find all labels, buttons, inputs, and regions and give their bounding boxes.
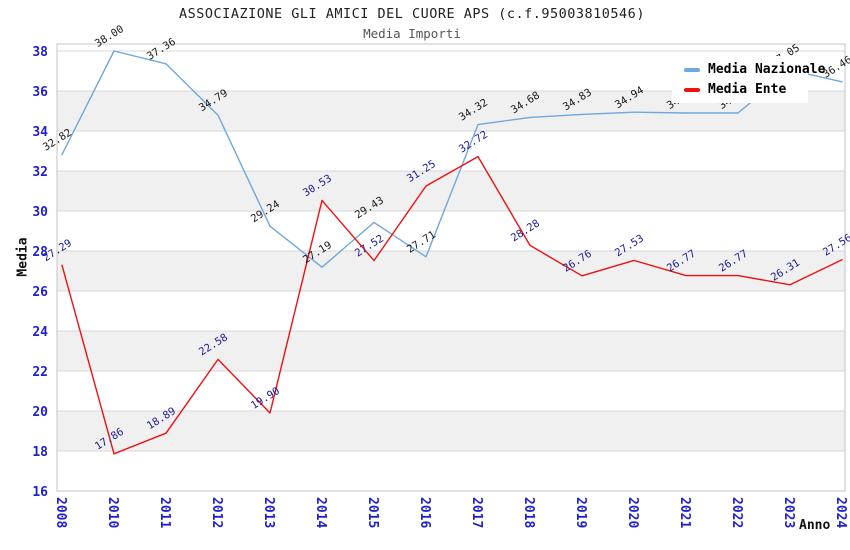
y-tick-label: 38 [32,45,48,60]
legend-label-media-ente: Media Ente [708,82,787,97]
y-tick-label: 22 [32,365,48,380]
x-tick-label: 2018 [521,497,536,528]
legend: Media Nazionale Media Ente [672,56,825,103]
x-tick-label: 2016 [417,497,432,528]
x-tick-label: 2014 [313,497,328,528]
y-tick-label: 26 [32,285,48,300]
plot-band [57,251,845,291]
plot-band [57,411,845,451]
x-tick-label: 2019 [573,497,588,528]
y-tick-label: 32 [32,165,48,180]
x-tick-label: 2013 [261,497,276,528]
y-tick-label: 36 [32,85,48,100]
y-tick-label: 34 [32,125,48,140]
legend-label-media-nazionale: Media Nazionale [708,62,826,77]
x-tick-label: 2010 [105,497,120,528]
y-tick-label: 24 [32,325,48,340]
series-line-media-nazionale [61,50,843,268]
plot-band [57,331,845,371]
x-axis-title: Anno [799,518,831,533]
x-tick-label: 2015 [365,497,380,528]
x-tick-label: 2012 [209,497,224,528]
x-tick-label: 2023 [781,497,796,528]
y-tick-label: 20 [32,405,48,420]
x-tick-label: 2020 [625,497,640,528]
x-tick-label: 2017 [469,497,484,528]
chart-title: ASSOCIAZIONE GLI AMICI DEL CUORE APS (c.… [179,6,645,22]
x-tick-label: 2021 [677,497,692,528]
y-tick-label: 18 [32,445,48,460]
media-ente-line-swatch-icon [684,87,700,92]
x-tick-label: 2011 [157,497,172,528]
plot-band [57,171,845,211]
x-tick-label: 2022 [729,497,744,528]
y-axis-title: Media [15,237,31,277]
chart-subtitle: Media Importi [363,26,461,41]
legend-item-media-ente: Media Ente [684,82,808,97]
media-nazionale-line-swatch-icon [684,67,700,72]
y-tick-label: 28 [32,245,48,260]
y-tick-label: 30 [32,205,48,220]
plot-border [56,43,846,492]
x-tick-label: 2008 [53,497,68,528]
x-tick-label: 2024 [833,497,848,528]
legend-item-media-nazionale: Media Nazionale [684,62,825,77]
y-tick-label: 16 [32,485,48,500]
series-line-media-ente [61,155,843,455]
